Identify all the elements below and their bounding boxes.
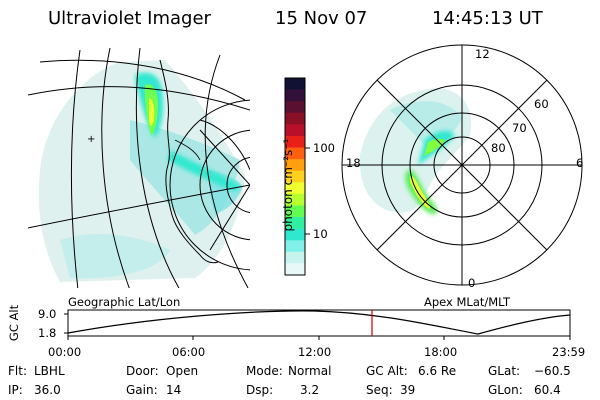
geographic-map [28, 48, 250, 288]
colorbar-tick-100: 100 [313, 141, 335, 155]
colorbar-segment [285, 101, 305, 114]
lat-label-60: 60 [534, 97, 549, 111]
info-flt-key: Flt: [8, 364, 27, 378]
polar-plot [359, 88, 472, 215]
date-label: 15 Nov 07 [275, 8, 368, 29]
info-flt-value: LBHL [34, 364, 65, 378]
timeline-xtick-2359: 23:59 [552, 345, 586, 359]
mlt-label-0: 0 [468, 276, 476, 290]
instrument-title: Ultraviolet Imager [48, 8, 211, 29]
geo-caption: Geographic Lat/Lon [68, 295, 181, 309]
lat-label-70: 70 [512, 121, 527, 135]
lat-label-80: 80 [491, 141, 506, 155]
timeline-axis-label: GC Alt [7, 304, 21, 342]
colorbar-segment [285, 112, 305, 125]
colorbar-segment [285, 124, 305, 137]
altitude-curve [67, 310, 571, 335]
altitude-timeline [64, 309, 571, 340]
info-gcalt-key: GC Alt: [366, 364, 408, 378]
colorbar-segment [285, 147, 305, 160]
geo-marker: + [87, 134, 95, 145]
colorbar-segment [285, 135, 305, 149]
colorbar-segment [285, 217, 305, 230]
apex-caption: Apex MLat/MLT [424, 295, 511, 309]
colorbar-segment [285, 193, 305, 206]
info-door-key: Door: [126, 364, 159, 378]
time-label: 14:45:13 UT [432, 8, 543, 29]
colorbar-segment [285, 263, 305, 276]
geo-grid [28, 48, 250, 288]
colorbar [285, 78, 305, 276]
info-glat-key: GLat: [488, 364, 521, 378]
timeline-ytick-1-8: 1.8 [38, 326, 57, 340]
info-gcalt-value: 6.6 Re [418, 364, 457, 378]
colorbar-segment [285, 89, 305, 102]
colorbar-segment [285, 240, 305, 253]
info-dsp-key: Dsp: [246, 383, 274, 397]
colorbar-segment [285, 78, 305, 91]
info-gain-value: 14 [166, 383, 182, 397]
colorbar-segment [285, 205, 305, 218]
colorbar-label: photon cm⁻²s⁻¹ [281, 138, 295, 232]
info-seq-value: 39 [400, 383, 416, 397]
colorbar-tick-10: 10 [313, 227, 328, 241]
timeline-xtick-1200: 12:00 [298, 345, 332, 359]
info-glat-value: −60.5 [534, 364, 571, 378]
mlt-label-18: 18 [346, 156, 361, 170]
info-ip-value: 36.0 [34, 383, 61, 397]
coastline [159, 59, 219, 264]
info-dsp-value: 3.2 [300, 383, 320, 397]
colorbar-segment [285, 228, 305, 241]
info-mode-value: Normal [288, 364, 332, 378]
timeline-xtick-0000: 00:00 [48, 345, 82, 359]
info-glon-key: GLon: [488, 383, 523, 397]
info-ip-key: IP: [8, 383, 23, 397]
timeline-xtick-1800: 18:00 [424, 345, 458, 359]
mlt-label-12: 12 [475, 47, 490, 61]
info-seq-key: Seq: [366, 383, 393, 397]
info-gain-key: Gain: [126, 383, 158, 397]
info-mode-key: Mode: [246, 364, 283, 378]
colorbar-segment [285, 251, 305, 264]
timeline-xtick-0600: 06:00 [172, 345, 206, 359]
mlt-label-6: 6 [576, 156, 584, 170]
timeline-ytick-9: 9.0 [38, 307, 57, 321]
info-door-value: Open [166, 364, 199, 378]
colorbar-segment [285, 170, 305, 183]
polar-grid [341, 44, 583, 286]
info-glon-value: 60.4 [534, 383, 561, 397]
colorbar-segment [285, 159, 305, 172]
colorbar-segment [285, 182, 305, 195]
